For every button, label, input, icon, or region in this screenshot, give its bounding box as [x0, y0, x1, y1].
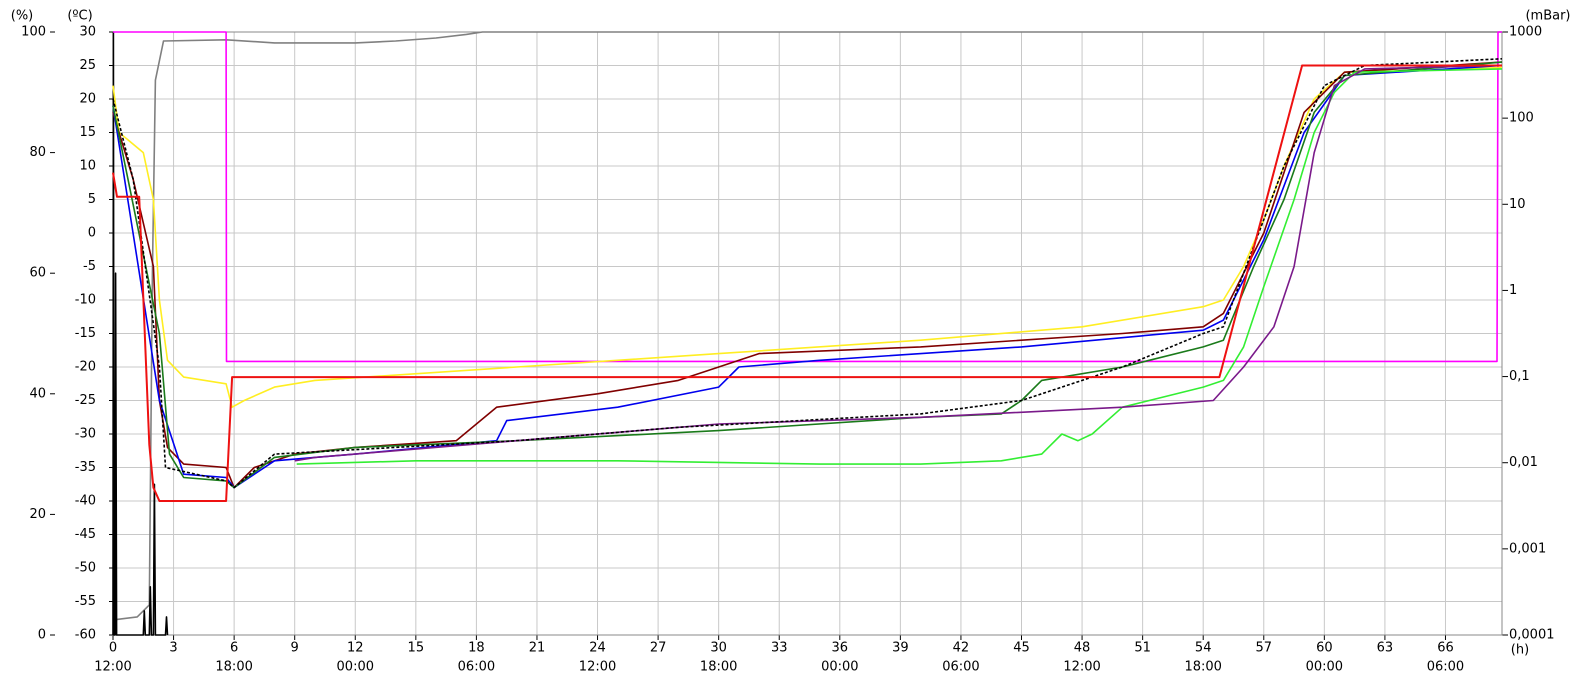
x-tick-label: 9: [291, 641, 299, 656]
y-tick-label: 25: [79, 58, 96, 73]
y2-tick-label: 0,1: [1509, 369, 1530, 384]
y-tick-label: -15: [75, 326, 96, 341]
y-tick-label: 10: [79, 159, 96, 174]
x-tick-label: 24: [589, 641, 606, 656]
x-tick-label: 51: [1134, 641, 1151, 656]
y3-tick-label: 20: [29, 507, 46, 522]
y-tick-label: -35: [75, 460, 96, 475]
x-time-label: 12:00: [1063, 660, 1100, 675]
x-tick-label: 66: [1437, 641, 1454, 656]
x-tick-label: 33: [771, 641, 788, 656]
y-tick-label: -10: [75, 293, 96, 308]
y-tick-label: 5: [88, 192, 96, 207]
x-tick-label: 36: [832, 641, 849, 656]
y-tick-label: -20: [75, 360, 96, 375]
series-line: [112, 58, 1503, 489]
y-tick-label: -45: [75, 527, 96, 542]
y-tick-label: -55: [75, 594, 96, 609]
x-tick-label: 39: [892, 641, 909, 656]
y2-tick-label: 0,001: [1509, 541, 1546, 556]
x-time-label: 06:00: [458, 660, 495, 675]
y-tick-label: 0: [88, 226, 96, 241]
y-unit: (ºC): [67, 9, 92, 24]
y2-tick-label: 0,01: [1509, 455, 1538, 470]
x-time-label: 00:00: [821, 660, 858, 675]
x-time-label: 12:00: [94, 660, 131, 675]
x-time-label: 18:00: [700, 660, 737, 675]
x-time-label: 06:00: [942, 660, 979, 675]
x-time-label: 06:00: [1427, 660, 1464, 675]
y-tick-label: -30: [75, 427, 96, 442]
y3-tick-label: 40: [29, 386, 46, 401]
x-tick-label: 0: [109, 641, 117, 656]
x-tick-label: 45: [1013, 641, 1030, 656]
y3-tick-label: 0: [38, 628, 46, 643]
series-line: [112, 66, 1503, 408]
x-tick-label: 15: [408, 641, 425, 656]
x-tick-label: 21: [529, 641, 546, 656]
x-unit: (h): [1511, 643, 1529, 658]
y2-tick-label: 10: [1509, 197, 1526, 212]
x-tick-label: 3: [169, 641, 177, 656]
y3-tick-label: 100: [21, 25, 46, 40]
series-line: [296, 68, 1503, 465]
x-tick-label: 30: [710, 641, 727, 656]
y2-tick-label: 0,0001: [1509, 628, 1555, 643]
x-time-label: 18:00: [215, 660, 252, 675]
x-tick-label: 18: [468, 641, 485, 656]
x-time-label: 18:00: [1184, 660, 1221, 675]
x-tick-label: 60: [1316, 641, 1333, 656]
y-tick-label: 15: [79, 125, 96, 140]
y-tick-label: -5: [83, 259, 96, 274]
y-tick-label: 20: [79, 92, 96, 107]
y2-tick-label: 1: [1509, 283, 1517, 298]
y-tick-label: -60: [75, 628, 96, 643]
x-time-label: 00:00: [337, 660, 374, 675]
x-time-label: 00:00: [1306, 660, 1343, 675]
y2-unit: (mBar): [1525, 9, 1570, 24]
series-line: [112, 64, 1502, 502]
x-tick-label: 42: [953, 641, 970, 656]
y-tick-label: -50: [75, 561, 96, 576]
series-line: [113, 31, 1502, 363]
y3-unit: (%): [11, 9, 34, 24]
series-line: [112, 31, 1502, 621]
y2-tick-label: 100: [1509, 111, 1534, 126]
series-line: [294, 64, 1503, 462]
y2-tick-label: 1000: [1509, 25, 1542, 40]
y-tick-label: -40: [75, 494, 96, 509]
x-tick-label: 12: [347, 641, 364, 656]
series-line: [112, 61, 1503, 489]
x-tick-label: 6: [230, 641, 238, 656]
y-tick-label: -25: [75, 393, 96, 408]
series-line: [112, 61, 1503, 489]
x-time-label: 12:00: [579, 660, 616, 675]
x-tick-label: 57: [1255, 641, 1272, 656]
x-tick-label: 63: [1377, 641, 1394, 656]
y-tick-label: 30: [79, 25, 96, 40]
x-tick-label: 27: [650, 641, 667, 656]
series-line: [112, 31, 169, 636]
x-tick-label: 48: [1074, 641, 1091, 656]
y3-tick-label: 60: [29, 266, 46, 281]
x-tick-label: 54: [1195, 641, 1212, 656]
y3-tick-label: 80: [29, 145, 46, 160]
